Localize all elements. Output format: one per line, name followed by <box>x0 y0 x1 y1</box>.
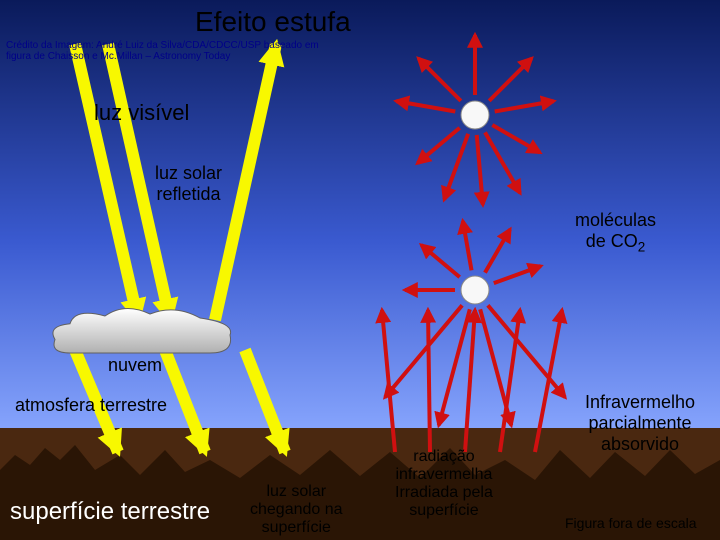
label-superficie-terrestre: superfície terrestre <box>10 498 210 526</box>
label-luz-visivel: luz visível <box>94 100 189 126</box>
diagram-canvas <box>0 0 720 540</box>
label-fora-escala: Figura fora de escala <box>565 515 697 531</box>
image-credit: Crédito da Imagem: André Luiz da Silva/C… <box>6 40 319 62</box>
credit-line2: figura de Chaisson e Mc.Millan – Astrono… <box>6 51 230 62</box>
label-luz-chegando: luz solar chegando na superfície <box>250 483 343 537</box>
label-atmosfera: atmosfera terrestre <box>15 395 167 416</box>
diagram-title: Efeito estufa <box>195 6 351 38</box>
credit-line1: Crédito da Imagem: André Luiz da Silva/C… <box>6 40 319 51</box>
label-moleculas-co2: moléculas de CO2 <box>575 210 656 255</box>
label-infravermelho: Infravermelho parcialmente absorvido <box>585 392 695 455</box>
label-nuvem: nuvem <box>108 355 162 376</box>
label-radiacao-ir: radiação infravermelha Irradiada pela su… <box>395 448 493 520</box>
label-luz-refletida: luz solar refletida <box>155 163 222 205</box>
